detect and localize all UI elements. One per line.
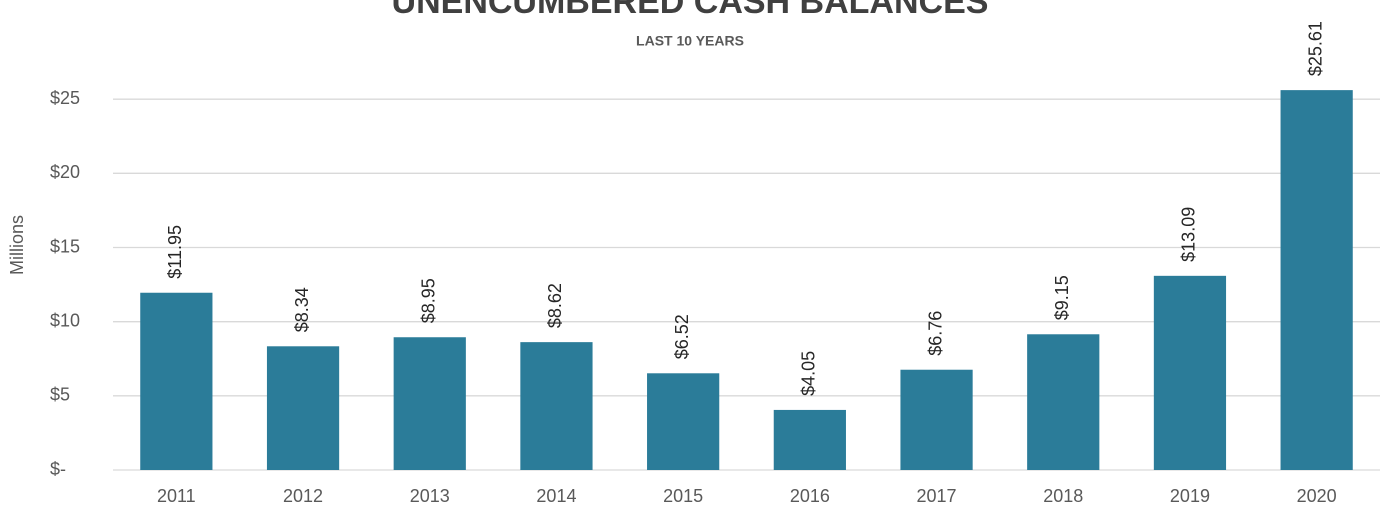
value-label: $8.95 — [419, 278, 439, 323]
value-label: $8.62 — [545, 283, 565, 328]
value-label: $4.05 — [799, 351, 819, 396]
value-label: $8.34 — [292, 287, 312, 332]
bar — [393, 337, 466, 470]
bar — [1027, 334, 1100, 470]
bar — [1153, 275, 1227, 470]
bar — [266, 346, 340, 470]
y-tick-label: $25 — [50, 88, 80, 108]
x-tick-label: 2019 — [1170, 486, 1210, 506]
y-tick-label: $20 — [50, 162, 80, 182]
chart-subtitle: LAST 10 YEARS — [636, 33, 744, 49]
y-tick-label: $5 — [50, 385, 70, 405]
x-tick-label: 2015 — [663, 486, 703, 506]
y-tick-label: $15 — [50, 236, 80, 256]
x-tick-label: 2017 — [917, 486, 957, 506]
bar — [520, 342, 593, 470]
value-label: $6.52 — [672, 314, 692, 359]
x-tick-label: 2013 — [410, 486, 450, 506]
value-label: $9.15 — [1052, 275, 1072, 320]
y-tick-label: $- — [50, 459, 66, 479]
chart-title: UNENCUMBERED CASH BALANCES — [392, 0, 989, 21]
x-tick-label: 2016 — [790, 486, 830, 506]
value-label: $11.95 — [165, 225, 185, 279]
bar — [1280, 90, 1353, 470]
bar — [773, 409, 846, 470]
bar — [900, 369, 973, 470]
x-tick-label: 2018 — [1043, 486, 1083, 506]
y-axis-label: Millions — [7, 215, 27, 275]
x-tick-label: 2012 — [283, 486, 323, 506]
x-tick-label: 2011 — [157, 486, 196, 506]
y-tick-label: $10 — [50, 310, 80, 330]
x-tick-label: 2014 — [536, 486, 576, 506]
bar — [647, 373, 720, 470]
value-label: $25.61 — [1305, 21, 1325, 76]
value-label: $6.76 — [925, 311, 945, 356]
x-tick-label: 2020 — [1297, 486, 1337, 506]
bar — [140, 292, 213, 470]
value-label: $13.09 — [1179, 207, 1199, 262]
